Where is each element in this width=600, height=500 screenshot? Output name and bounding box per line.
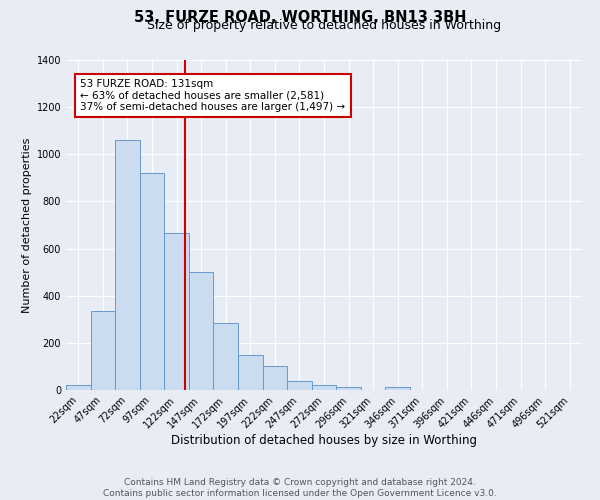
- Title: Size of property relative to detached houses in Worthing: Size of property relative to detached ho…: [147, 20, 501, 32]
- Bar: [115, 140, 140, 390]
- Bar: [385, 387, 410, 390]
- Bar: [189, 272, 214, 390]
- Bar: [336, 387, 361, 390]
- X-axis label: Distribution of detached houses by size in Worthing: Distribution of detached houses by size …: [171, 434, 477, 447]
- Bar: [214, 323, 238, 390]
- Y-axis label: Number of detached properties: Number of detached properties: [22, 138, 32, 312]
- Bar: [287, 380, 312, 390]
- Text: 53, FURZE ROAD, WORTHING, BN13 3BH: 53, FURZE ROAD, WORTHING, BN13 3BH: [134, 10, 466, 25]
- Bar: [91, 311, 115, 390]
- Bar: [140, 173, 164, 390]
- Bar: [238, 355, 263, 390]
- Bar: [164, 233, 189, 390]
- Text: Contains HM Land Registry data © Crown copyright and database right 2024.
Contai: Contains HM Land Registry data © Crown c…: [103, 478, 497, 498]
- Bar: [66, 386, 91, 390]
- Bar: [312, 385, 336, 390]
- Text: 53 FURZE ROAD: 131sqm
← 63% of detached houses are smaller (2,581)
37% of semi-d: 53 FURZE ROAD: 131sqm ← 63% of detached …: [80, 79, 346, 112]
- Bar: [263, 366, 287, 390]
